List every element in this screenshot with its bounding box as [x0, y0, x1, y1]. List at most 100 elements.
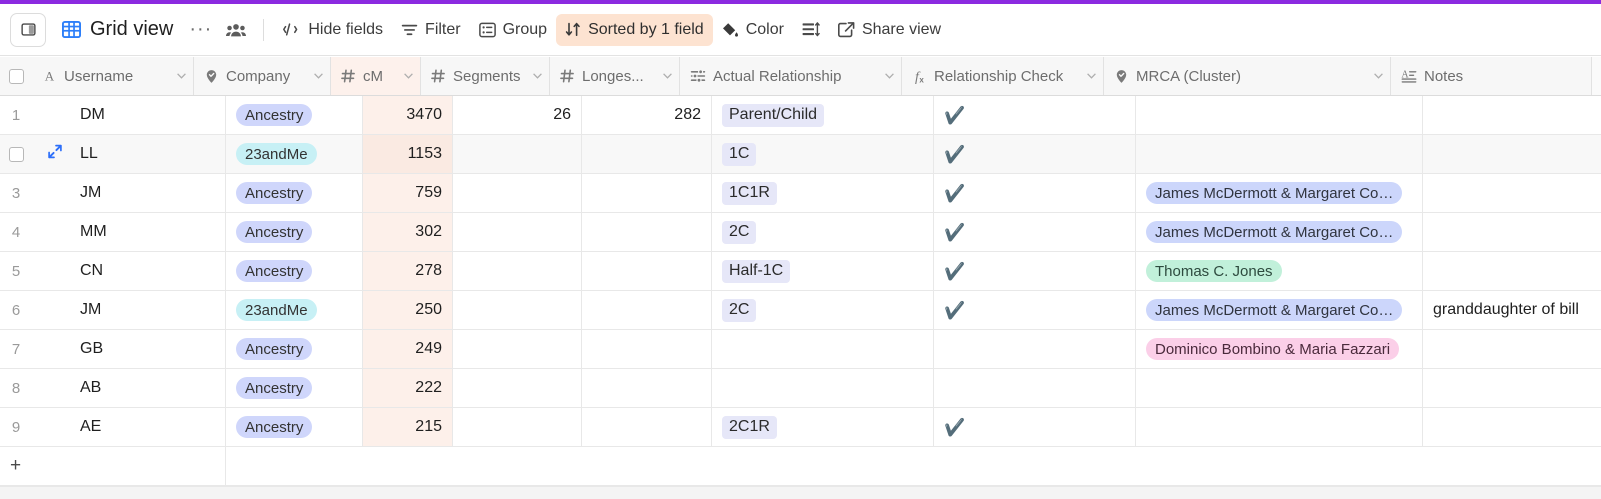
- chevron-down-icon[interactable]: [404, 71, 413, 81]
- table-row[interactable]: 5 CN Ancestry 278 Half-1C ✔️ Thomas C. Jones: [0, 252, 1601, 291]
- hide-fields-button[interactable]: Hide fields: [274, 14, 392, 46]
- cell-segments[interactable]: [453, 369, 582, 407]
- cell-notes[interactable]: [1423, 174, 1601, 212]
- cell-longest[interactable]: [582, 369, 712, 407]
- cell-mrca[interactable]: James McDermott & Margaret Co…: [1136, 213, 1423, 251]
- cell-notes[interactable]: [1423, 135, 1601, 173]
- cell-company[interactable]: Ancestry: [226, 213, 363, 251]
- table-row[interactable]: LL 23andMe 1153 1C ✔️: [0, 135, 1601, 174]
- cell-notes[interactable]: [1423, 252, 1601, 290]
- sort-button[interactable]: Sorted by 1 field: [556, 13, 713, 46]
- cell-cm[interactable]: 222: [363, 369, 453, 407]
- cell-username[interactable]: DM: [32, 96, 226, 134]
- column-header-segments[interactable]: Segments: [421, 57, 550, 95]
- cell-actual-relationship[interactable]: 1C: [712, 135, 934, 173]
- cell-actual-relationship[interactable]: 2C: [712, 213, 934, 251]
- cell-mrca[interactable]: James McDermott & Margaret Co…: [1136, 291, 1423, 329]
- column-header-cm[interactable]: cM: [331, 57, 421, 95]
- cell-username[interactable]: AB: [32, 369, 226, 407]
- row-height-button[interactable]: [793, 14, 829, 46]
- cell-cm[interactable]: 1153: [363, 135, 453, 173]
- chevron-down-icon[interactable]: [885, 71, 894, 81]
- cell-actual-relationship[interactable]: [712, 369, 934, 407]
- column-header-company[interactable]: Company: [194, 57, 331, 95]
- table-row[interactable]: 4 MM Ancestry 302 2C ✔️ James McDermott & Marg…: [0, 213, 1601, 252]
- cell-username[interactable]: MM: [32, 213, 226, 251]
- collaborators-button[interactable]: [219, 14, 253, 46]
- cell-notes[interactable]: [1423, 96, 1601, 134]
- column-header-longes[interactable]: Longes...: [550, 57, 680, 95]
- table-row[interactable]: 8 AB Ancestry 222: [0, 369, 1601, 408]
- cell-actual-relationship[interactable]: 2C1R: [712, 408, 934, 446]
- cell-cm[interactable]: 215: [363, 408, 453, 446]
- cell-mrca[interactable]: Dominico Bombino & Maria Fazzari: [1136, 330, 1423, 368]
- table-row[interactable]: 7 GB Ancestry 249 Dominico Bombino & Maria F…: [0, 330, 1601, 369]
- cell-company[interactable]: Ancestry: [226, 174, 363, 212]
- row-number-cell[interactable]: 7: [0, 330, 32, 368]
- row-select-checkbox[interactable]: [8, 146, 24, 162]
- cell-relationship-check[interactable]: ✔️: [934, 96, 1136, 134]
- cell-actual-relationship[interactable]: [712, 330, 934, 368]
- chevron-down-icon[interactable]: [177, 71, 186, 81]
- cell-username[interactable]: CN: [32, 252, 226, 290]
- cell-mrca[interactable]: [1136, 96, 1423, 134]
- table-row[interactable]: 6 JM 23andMe 250 2C ✔️ James McDermott & Marga…: [0, 291, 1601, 330]
- cell-segments[interactable]: [453, 135, 582, 173]
- cell-notes[interactable]: [1423, 330, 1601, 368]
- cell-segments[interactable]: [453, 291, 582, 329]
- grid-view-button[interactable]: Grid view: [56, 14, 182, 46]
- row-number-cell[interactable]: 6: [0, 291, 32, 329]
- add-row-button[interactable]: +: [0, 447, 226, 485]
- cell-longest[interactable]: [582, 408, 712, 446]
- cell-company[interactable]: 23andMe: [226, 291, 363, 329]
- cell-mrca[interactable]: [1136, 135, 1423, 173]
- cell-relationship-check[interactable]: ✔️: [934, 291, 1136, 329]
- cell-longest[interactable]: 282: [582, 96, 712, 134]
- cell-cm[interactable]: 249: [363, 330, 453, 368]
- cell-segments[interactable]: [453, 174, 582, 212]
- cell-company[interactable]: Ancestry: [226, 252, 363, 290]
- cell-cm[interactable]: 759: [363, 174, 453, 212]
- cell-username[interactable]: LL: [32, 135, 226, 173]
- chevron-down-icon[interactable]: [314, 71, 323, 81]
- cell-relationship-check[interactable]: [934, 330, 1136, 368]
- cell-actual-relationship[interactable]: 1C1R: [712, 174, 934, 212]
- cell-username[interactable]: JM: [32, 291, 226, 329]
- cell-mrca[interactable]: [1136, 369, 1423, 407]
- cell-longest[interactable]: [582, 291, 712, 329]
- select-all-checkbox-cell[interactable]: [0, 57, 32, 95]
- cell-company[interactable]: Ancestry: [226, 96, 363, 134]
- table-row[interactable]: 1 DM Ancestry 3470 26 282 Parent/Child ✔️: [0, 96, 1601, 135]
- cell-relationship-check[interactable]: ✔️: [934, 213, 1136, 251]
- chevron-down-icon[interactable]: [533, 71, 542, 81]
- color-button[interactable]: Color: [713, 14, 793, 46]
- column-header-relationship-check[interactable]: f x Relationship Check: [902, 57, 1104, 95]
- cell-notes[interactable]: granddaughter of bill: [1423, 291, 1601, 329]
- cell-relationship-check[interactable]: ✔️: [934, 252, 1136, 290]
- select-all-checkbox[interactable]: [8, 68, 24, 84]
- row-number-cell[interactable]: 3: [0, 174, 32, 212]
- view-more-options-button[interactable]: ···: [182, 14, 219, 46]
- cell-cm[interactable]: 3470: [363, 96, 453, 134]
- row-number-cell[interactable]: 9: [0, 408, 32, 446]
- column-header-username[interactable]: A Username: [32, 57, 194, 95]
- sidebar-toggle-button[interactable]: [10, 12, 46, 47]
- row-number-cell[interactable]: 8: [0, 369, 32, 407]
- column-header-mrca-cluster[interactable]: MRCA (Cluster): [1104, 57, 1391, 95]
- cell-mrca[interactable]: Thomas C. Jones: [1136, 252, 1423, 290]
- table-row[interactable]: 9 AE Ancestry 215 2C1R ✔️: [0, 408, 1601, 447]
- cell-username[interactable]: JM: [32, 174, 226, 212]
- cell-company[interactable]: Ancestry: [226, 369, 363, 407]
- cell-company[interactable]: Ancestry: [226, 330, 363, 368]
- row-number-cell[interactable]: 4: [0, 213, 32, 251]
- column-header-notes[interactable]: A Notes: [1391, 57, 1592, 95]
- cell-longest[interactable]: [582, 330, 712, 368]
- row-number-cell[interactable]: 1: [0, 96, 32, 134]
- filter-button[interactable]: Filter: [392, 14, 470, 46]
- cell-relationship-check[interactable]: ✔️: [934, 174, 1136, 212]
- cell-notes[interactable]: [1423, 213, 1601, 251]
- row-select-checkbox-cell[interactable]: [0, 135, 32, 173]
- group-button[interactable]: Group: [470, 14, 556, 46]
- cell-company[interactable]: 23andMe: [226, 135, 363, 173]
- cell-relationship-check[interactable]: [934, 369, 1136, 407]
